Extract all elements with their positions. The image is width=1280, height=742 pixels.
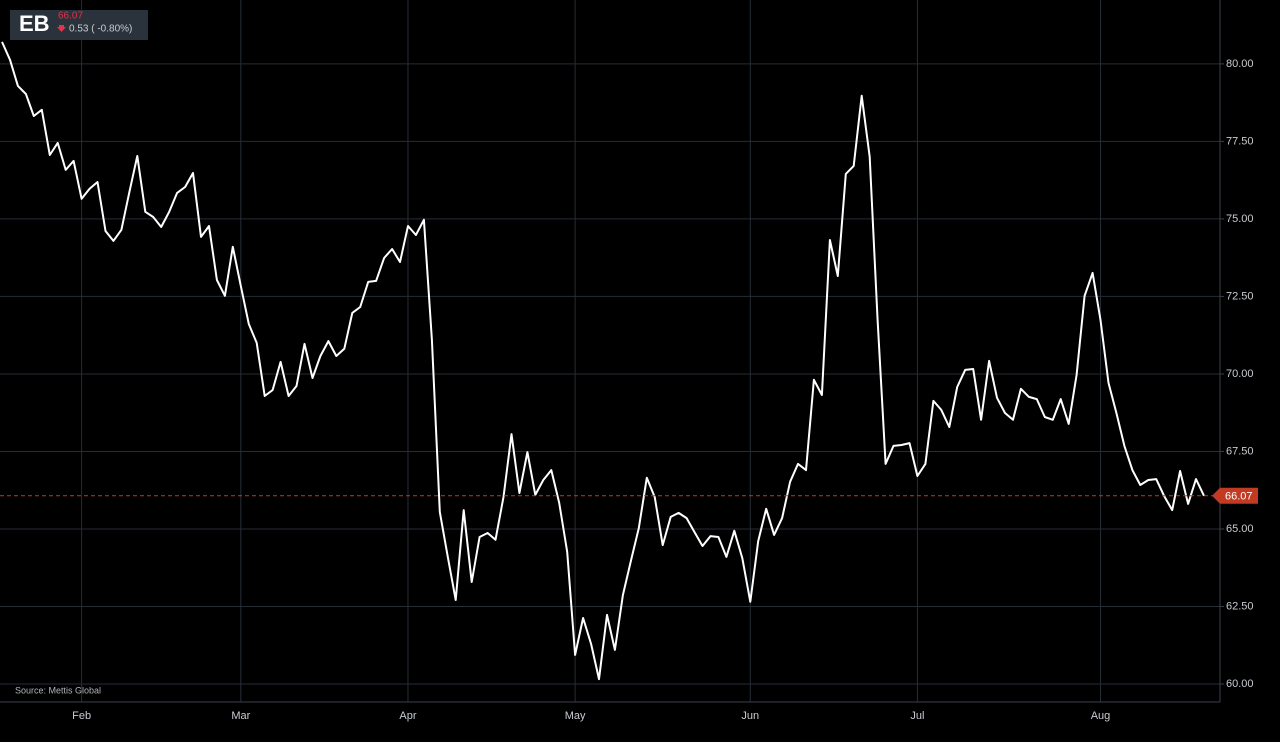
ticker-box (10, 10, 148, 40)
x-tick-label: Apr (399, 710, 416, 722)
y-tick-label: 62.50 (1226, 600, 1254, 612)
x-tick-label: Jul (910, 710, 924, 722)
y-tick-label: 65.00 (1226, 523, 1254, 535)
source: Source: Mettis Global (15, 685, 101, 695)
change: 0.53 ( -0.80%) (69, 24, 132, 35)
x-tick-label: Jun (741, 710, 759, 722)
price-line (1, 41, 1205, 681)
x-tick-label: Feb (72, 710, 91, 722)
grid (0, 0, 1220, 702)
y-tick-label: 72.50 (1226, 290, 1254, 302)
y-tick-label: 80.00 (1226, 58, 1254, 70)
ticker: EB (19, 11, 50, 36)
y-tick-label: 77.50 (1226, 135, 1254, 147)
x-tick-label: Mar (231, 710, 250, 722)
y-tick-label: 67.50 (1226, 445, 1254, 457)
y-tick-label: 75.00 (1226, 213, 1254, 225)
price: 66.07 (58, 11, 83, 22)
y-tick-label: 60.00 (1226, 678, 1254, 690)
x-tick-label: Aug (1091, 710, 1111, 722)
x-tick-label: May (565, 710, 586, 722)
plot-area (0, 41, 1220, 681)
last-price-label: 66.07 (1225, 491, 1253, 503)
y-tick-label: 70.00 (1226, 368, 1254, 380)
last-price-tag (1212, 487, 1258, 504)
down-arrow (57, 25, 66, 32)
